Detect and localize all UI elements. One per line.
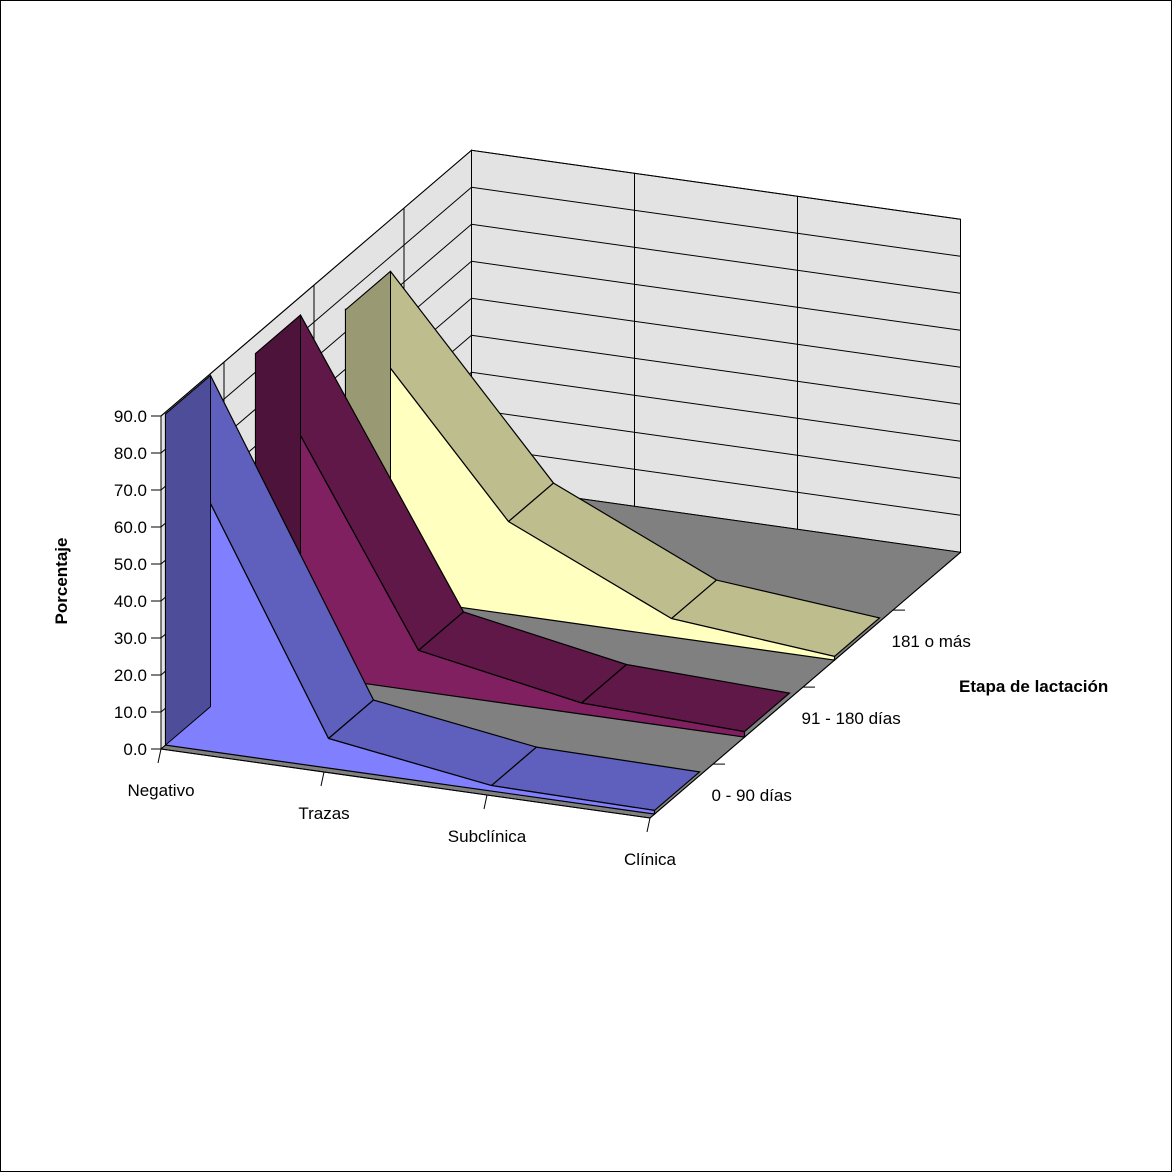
y-tick-label: 0.0 bbox=[123, 740, 147, 759]
y-tick-label: 70.0 bbox=[114, 481, 147, 500]
depth-tick-label: 0 - 90 días bbox=[712, 786, 792, 805]
x-tick bbox=[646, 817, 651, 833]
depth-axis-title: Etapa de lactación bbox=[959, 677, 1108, 696]
depth-tick-label: 91 - 180 días bbox=[802, 709, 901, 728]
series-end-cap bbox=[165, 374, 211, 747]
x-tick bbox=[157, 748, 162, 764]
x-axis-line bbox=[160, 748, 651, 819]
y-tick-label: 10.0 bbox=[114, 703, 147, 722]
x-tick-label: Negativo bbox=[127, 781, 194, 800]
depth-tick-label: 181 o más bbox=[892, 632, 971, 651]
x-tick-label: Subclínica bbox=[448, 827, 527, 846]
y-tick-label: 20.0 bbox=[114, 666, 147, 685]
y-tick-label: 60.0 bbox=[114, 518, 147, 537]
y-tick-label: 30.0 bbox=[114, 629, 147, 648]
x-tick-label: Trazas bbox=[298, 804, 349, 823]
x-tick bbox=[483, 794, 488, 810]
chart-axes: 0.0 10.0 20.0 30.0 40.0 50.0 60.0 70.0 80.0 90.0 N… bbox=[114, 407, 971, 869]
x-tick bbox=[320, 771, 325, 787]
depth-axis-line bbox=[649, 551, 961, 819]
x-tick-label: Clínica bbox=[624, 850, 677, 869]
y-tick-label: 90.0 bbox=[114, 407, 147, 426]
gridline bbox=[160, 149, 961, 417]
y-tick-label: 80.0 bbox=[114, 444, 147, 463]
y-axis-title: Porcentaje bbox=[52, 538, 71, 625]
y-tick-label: 50.0 bbox=[114, 555, 147, 574]
series-1 bbox=[164, 374, 701, 815]
chart-series bbox=[164, 270, 881, 815]
y-tick-label: 40.0 bbox=[114, 592, 147, 611]
